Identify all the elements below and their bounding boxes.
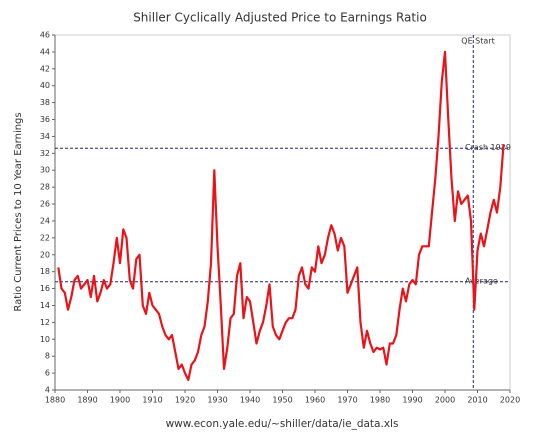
y-tick-label: 44 (40, 47, 50, 56)
y-tick-label: 24 (40, 216, 50, 225)
x-tick-label: 1930 (207, 396, 227, 405)
y-tick-label: 30 (40, 166, 50, 175)
y-tick-label: 4 (45, 386, 50, 395)
x-tick-label: 1970 (337, 396, 357, 405)
y-tick-label: 18 (40, 267, 50, 276)
y-tick-label: 16 (40, 284, 50, 293)
x-tick-label: 1920 (175, 396, 195, 405)
reference-label: Crash 1929 (465, 143, 511, 152)
x-tick-label: 1950 (272, 396, 292, 405)
x-tick-label: 1880 (45, 396, 65, 405)
reference-label: QE Start (461, 37, 494, 46)
x-tick-label: 1960 (305, 396, 325, 405)
y-tick-label: 26 (40, 200, 50, 209)
y-tick-label: 10 (40, 335, 50, 344)
y-tick-label: 32 (40, 149, 50, 158)
x-tick-label: 1990 (402, 396, 422, 405)
x-tick-label: 1900 (110, 396, 130, 405)
x-tick-label: 2010 (467, 396, 487, 405)
y-tick-label: 8 (45, 352, 50, 361)
y-tick-label: 6 (45, 369, 50, 378)
source: www.econ.yale.edu/~shiller/data/ie_data.… (166, 418, 399, 430)
y-tick-label: 34 (40, 132, 50, 141)
y-axis-label: Ratio Current Prices to 10 Year Earnings (13, 112, 24, 311)
chart-title: Shiller Cyclically Adjusted Price to Ear… (133, 11, 427, 25)
x-tick-label: 1890 (77, 396, 97, 405)
x-tick-label: 2000 (435, 396, 455, 405)
y-tick-label: 42 (40, 64, 50, 73)
y-tick-label: 40 (40, 81, 50, 90)
y-tick-label: 46 (40, 31, 50, 40)
y-tick-label: 14 (40, 301, 50, 310)
y-tick-label: 12 (40, 318, 50, 327)
y-tick-label: 38 (40, 98, 50, 107)
x-tick-label: 1940 (240, 396, 260, 405)
y-tick-label: 28 (40, 183, 50, 192)
reference-label: Average (465, 276, 498, 285)
x-tick-label: 1910 (142, 396, 162, 405)
y-tick-label: 20 (40, 250, 50, 259)
x-tick-label: 2020 (500, 396, 520, 405)
x-tick-label: 1980 (370, 396, 390, 405)
data-line (57, 50, 505, 381)
y-tick-label: 22 (40, 233, 50, 242)
y-tick-label: 36 (40, 115, 50, 124)
